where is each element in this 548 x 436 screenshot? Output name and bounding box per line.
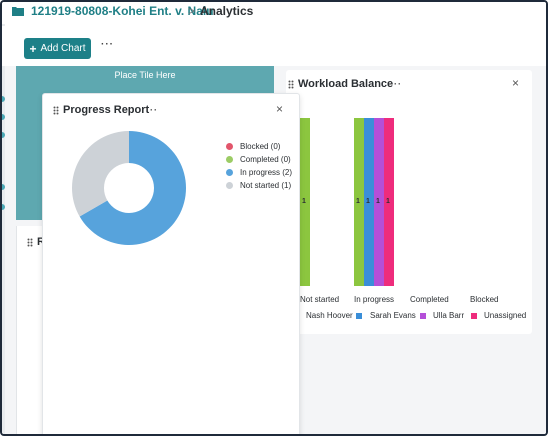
- legend-swatch: [356, 313, 362, 319]
- bar-value-label: 1: [386, 198, 390, 205]
- legend-dot: [226, 156, 233, 163]
- legend-label: Ulla Barr: [433, 311, 465, 320]
- progress-report-tile[interactable]: Progress Report ··· × Blocked (0) Comple…: [42, 93, 300, 434]
- workload-more-button[interactable]: ···: [390, 79, 402, 89]
- legend-swatch: [471, 313, 477, 319]
- donut-slice-not-started[interactable]: [72, 131, 129, 217]
- nav-rail-marker[interactable]: [2, 204, 5, 210]
- nav-rail-marker[interactable]: [2, 96, 5, 102]
- x-axis-category-label: In progress: [354, 295, 395, 304]
- x-axis-category-label: Completed: [410, 295, 449, 304]
- breadcrumb-current-page: Analytics: [200, 4, 254, 18]
- close-icon[interactable]: ×: [512, 76, 520, 90]
- progress-donut-chart: [72, 131, 186, 245]
- workload-bar-nash-in-progress: [354, 118, 364, 286]
- workload-chart-area: Workload Balance ··· × 1 1 1 1 1 Not sta…: [286, 70, 532, 334]
- add-chart-label: Add Chart: [40, 43, 86, 54]
- nav-rail-marker[interactable]: [2, 132, 5, 138]
- bar-value-label: 1: [376, 198, 380, 205]
- workload-tile-title: Workload Balance: [298, 78, 394, 90]
- bar-value-label: 1: [356, 198, 360, 205]
- workload-balance-tile[interactable]: Workload Balance ··· × 1 1 1 1 1 Not sta…: [286, 70, 532, 334]
- donut-slice-in-progress[interactable]: [79, 131, 186, 245]
- add-chart-button[interactable]: + Add Chart: [24, 38, 91, 59]
- placeholder-label: Place Tile Here: [114, 70, 176, 80]
- legend-dot: [226, 182, 233, 189]
- legend-label: Sarah Evans: [370, 311, 416, 320]
- drag-handle-icon[interactable]: [288, 80, 294, 89]
- legend-dot: [226, 169, 233, 176]
- folder-icon: [12, 7, 24, 16]
- x-axis-category-label: Blocked: [470, 295, 499, 304]
- nav-rail-marker[interactable]: [2, 114, 5, 120]
- legend-label: Unassigned: [484, 311, 527, 320]
- workload-bar-ulla-in-progress: [374, 118, 384, 286]
- workload-bar-unassigned-in-progress: [384, 118, 394, 286]
- progress-tile-title: Progress Report: [63, 104, 150, 116]
- legend-label: Completed (0): [240, 155, 291, 164]
- legend-label: Blocked (0): [240, 142, 281, 151]
- legend-dot: [226, 143, 233, 150]
- page-header: 121919-80808-Kohei Ent. v. Nalu > Analyt…: [2, 2, 546, 26]
- breadcrumb-project-link[interactable]: 121919-80808-Kohei Ent. v. Nalu: [31, 4, 214, 18]
- report-tile-title: R: [37, 236, 45, 248]
- toolbar-more-button[interactable]: ···: [101, 39, 114, 50]
- workload-bar-sarah-in-progress: [364, 118, 374, 286]
- drag-handle-icon[interactable]: [27, 238, 33, 247]
- legend-swatch: [420, 313, 426, 319]
- drag-handle-icon[interactable]: [53, 106, 59, 115]
- analytics-toolbar: + Add Chart ···: [2, 26, 546, 66]
- workload-bar-nash-not-started: [300, 118, 310, 286]
- progress-more-button[interactable]: ···: [146, 105, 158, 115]
- x-axis-category-label: Not started: [300, 295, 340, 304]
- breadcrumb-separator: >: [188, 4, 196, 18]
- nav-rail-marker[interactable]: [2, 184, 5, 190]
- bar-value-label: 1: [302, 198, 306, 205]
- legend-label: Not started (1): [240, 181, 292, 190]
- plus-icon: +: [29, 41, 37, 56]
- legend-label: In progress (2): [240, 168, 293, 177]
- bar-value-label: 1: [366, 198, 370, 205]
- close-icon[interactable]: ×: [276, 102, 284, 116]
- left-nav-rail: [2, 24, 5, 434]
- legend-label: Nash Hoover: [306, 311, 353, 320]
